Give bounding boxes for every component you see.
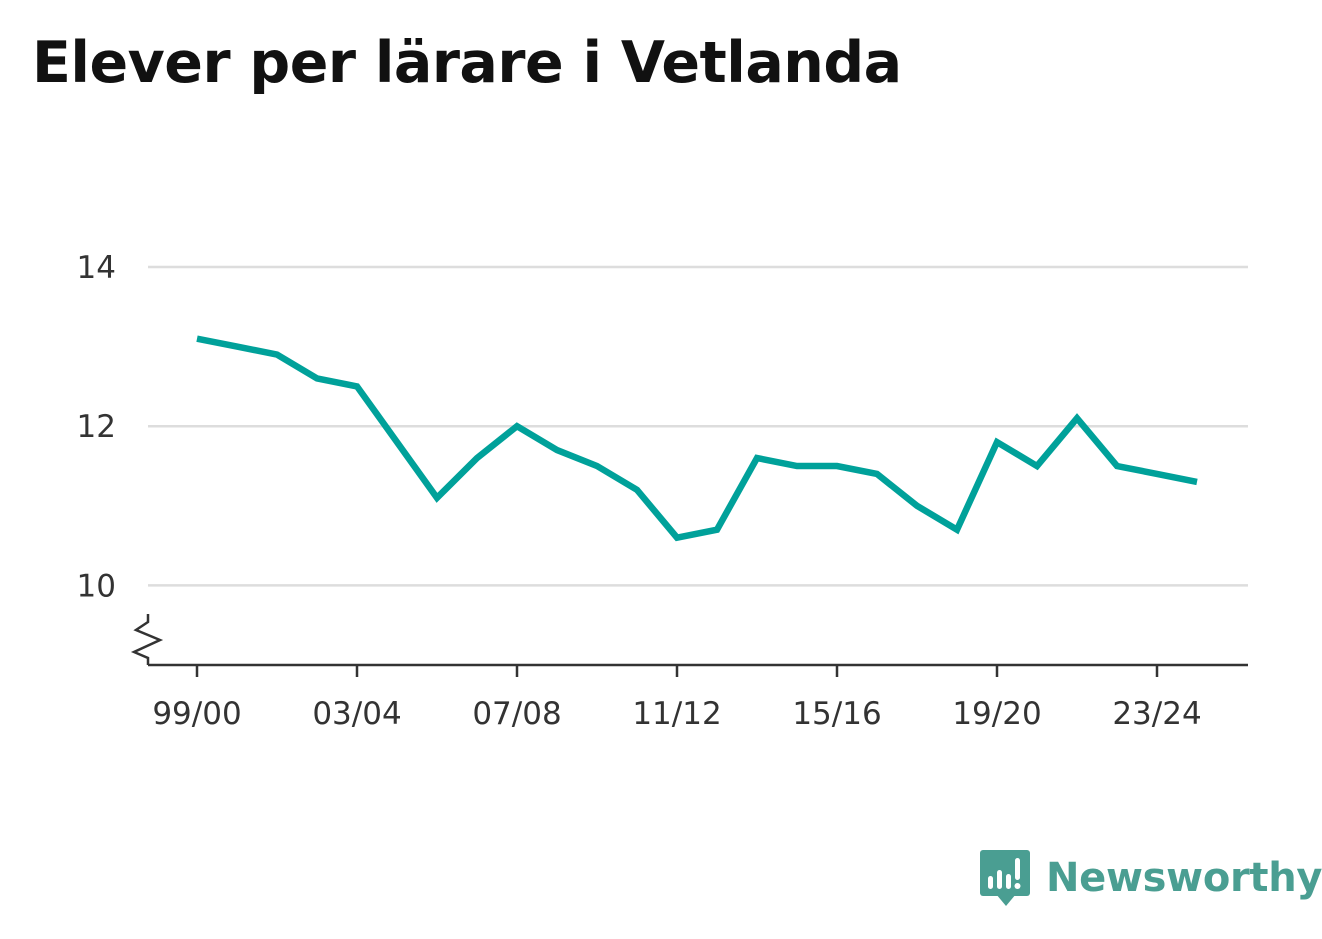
brand-name: Newsworthy bbox=[1046, 855, 1322, 901]
gridlines bbox=[148, 265, 1248, 587]
y-tick-label-10: 10 bbox=[77, 568, 116, 604]
series-line-0 bbox=[196, 335, 1198, 542]
y-tick-label-12: 12 bbox=[77, 409, 116, 445]
y-tick-label-14: 14 bbox=[77, 250, 116, 286]
x-tick-label-99/00: 99/00 bbox=[152, 696, 241, 732]
newsworthy-logo-icon bbox=[980, 850, 1030, 906]
x-tick-label-19/20: 19/20 bbox=[952, 696, 1041, 732]
series-group bbox=[196, 335, 1198, 542]
axis-break-mark bbox=[130, 614, 164, 665]
x-tick-label-07/08: 07/08 bbox=[472, 696, 561, 732]
x-tick-label-03/04: 03/04 bbox=[312, 696, 401, 732]
chart-title: Elever per lärare i Vetlanda bbox=[32, 30, 902, 96]
x-tick-label-15/16: 15/16 bbox=[792, 696, 881, 732]
x-tick-label-11/12: 11/12 bbox=[632, 696, 721, 732]
brand: Newsworthy bbox=[978, 846, 1322, 910]
x-tick-label-23/24: 23/24 bbox=[1112, 696, 1201, 732]
y-axis-ticks: 10 12 14 bbox=[77, 250, 116, 604]
x-axis bbox=[130, 614, 1248, 667]
x-axis-ticks: 99/00 03/04 07/08 11/12 15/16 19/20 23/24 bbox=[152, 665, 1202, 732]
